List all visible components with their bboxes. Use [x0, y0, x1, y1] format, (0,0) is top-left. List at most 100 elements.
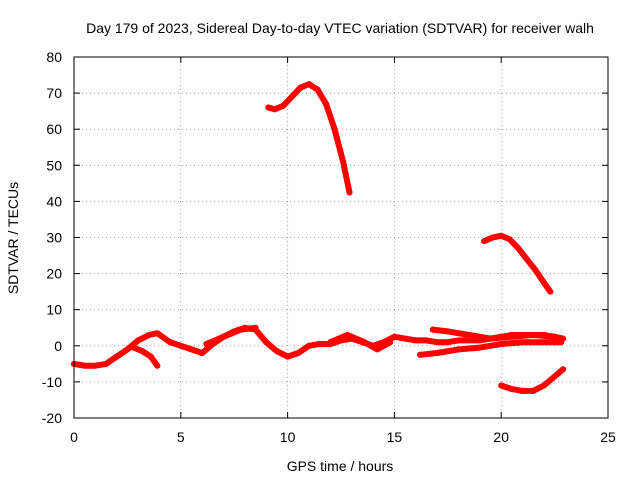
data-point — [532, 267, 539, 273]
y-tick-label: 80 — [46, 49, 62, 65]
data-point — [297, 84, 304, 91]
data-point — [508, 386, 515, 393]
data-point — [273, 348, 280, 355]
data-point — [455, 346, 462, 353]
data-point — [203, 341, 210, 347]
y-tick-label: 70 — [46, 85, 62, 101]
data-point — [145, 332, 152, 338]
data-point — [344, 332, 351, 338]
data-point — [265, 104, 272, 111]
data-point — [489, 234, 496, 241]
x-tick-label: 25 — [600, 429, 616, 445]
data-point — [506, 236, 513, 243]
data-point — [113, 353, 120, 360]
x-tick-label: 10 — [280, 429, 296, 445]
data-point — [316, 341, 323, 347]
data-layer — [71, 81, 567, 394]
data-point — [314, 86, 321, 93]
data-point — [306, 81, 312, 88]
data-point — [519, 339, 526, 346]
y-tick-label: 20 — [46, 266, 62, 282]
data-point — [271, 106, 278, 113]
data-point — [306, 342, 312, 349]
data-point — [540, 339, 547, 346]
data-point — [429, 326, 436, 333]
data-point — [252, 324, 259, 331]
y-tick-label: 0 — [54, 338, 62, 354]
data-point — [139, 348, 146, 355]
x-tick-label: 5 — [177, 429, 185, 445]
data-point — [417, 351, 423, 358]
data-point — [487, 335, 494, 342]
data-point — [263, 339, 270, 346]
tick-layer: 0 5 10 15 20 25 -20 -10 0 10 20 30 40 50 60 70 80 — [42, 49, 616, 445]
y-tick-label: 60 — [46, 121, 62, 137]
data-series-trace-3 — [203, 324, 259, 347]
data-point — [130, 344, 137, 351]
data-point — [434, 350, 441, 356]
y-tick-label: 40 — [46, 193, 62, 209]
data-point — [177, 342, 184, 349]
data-point — [167, 339, 174, 346]
y-tick-label: -10 — [42, 374, 62, 390]
data-point — [551, 333, 558, 340]
y-tick-label: 10 — [46, 302, 62, 318]
data-point — [498, 382, 505, 389]
data-point — [540, 279, 547, 286]
data-point — [103, 360, 109, 367]
x-tick-label: 0 — [70, 429, 78, 445]
y-tick-label: 50 — [46, 157, 62, 173]
data-point — [280, 102, 287, 109]
data-point — [199, 350, 206, 356]
data-point — [523, 256, 530, 263]
data-point — [519, 387, 526, 394]
data-point — [346, 189, 353, 196]
data-point — [387, 339, 394, 346]
data-point — [331, 126, 338, 133]
data-point — [547, 288, 554, 295]
data-point — [540, 382, 547, 389]
chart-title: Day 179 of 2023, Sidereal Day-to-day VTE… — [86, 20, 594, 36]
x-tick-label: 20 — [493, 429, 509, 445]
data-point — [551, 373, 558, 380]
data-point — [423, 337, 430, 344]
data-point — [498, 232, 505, 239]
data-point — [154, 330, 161, 337]
data-point — [188, 346, 195, 353]
data-point — [327, 339, 334, 346]
data-point — [530, 387, 537, 394]
plot-frame — [73, 56, 609, 419]
data-point — [558, 339, 564, 346]
data-point — [508, 333, 515, 340]
data-point — [237, 326, 244, 333]
data-point — [466, 337, 473, 344]
y-tick-label: 30 — [46, 230, 62, 246]
data-point — [444, 328, 451, 335]
y-tick-label: -20 — [42, 410, 62, 426]
data-point — [295, 350, 302, 356]
data-point — [444, 339, 451, 346]
data-point — [402, 335, 409, 342]
x-tick-label: 15 — [387, 429, 403, 445]
data-point — [412, 337, 419, 344]
data-point — [560, 366, 567, 373]
data-point — [81, 362, 88, 369]
data-point — [530, 332, 537, 338]
grid-layer — [74, 57, 608, 418]
data-point — [466, 332, 473, 338]
data-point — [92, 362, 99, 369]
data-point — [340, 158, 347, 165]
data-point — [434, 339, 441, 346]
data-point — [288, 93, 295, 100]
data-series-trace-5 — [417, 339, 564, 358]
y-axis-label: SDTVAR / TECUs — [5, 182, 21, 294]
data-point — [154, 362, 161, 369]
data-point — [455, 337, 462, 344]
data-point — [481, 238, 488, 245]
data-point — [147, 353, 154, 360]
data-point — [124, 346, 131, 353]
data-point — [515, 245, 522, 252]
data-point — [220, 333, 227, 340]
